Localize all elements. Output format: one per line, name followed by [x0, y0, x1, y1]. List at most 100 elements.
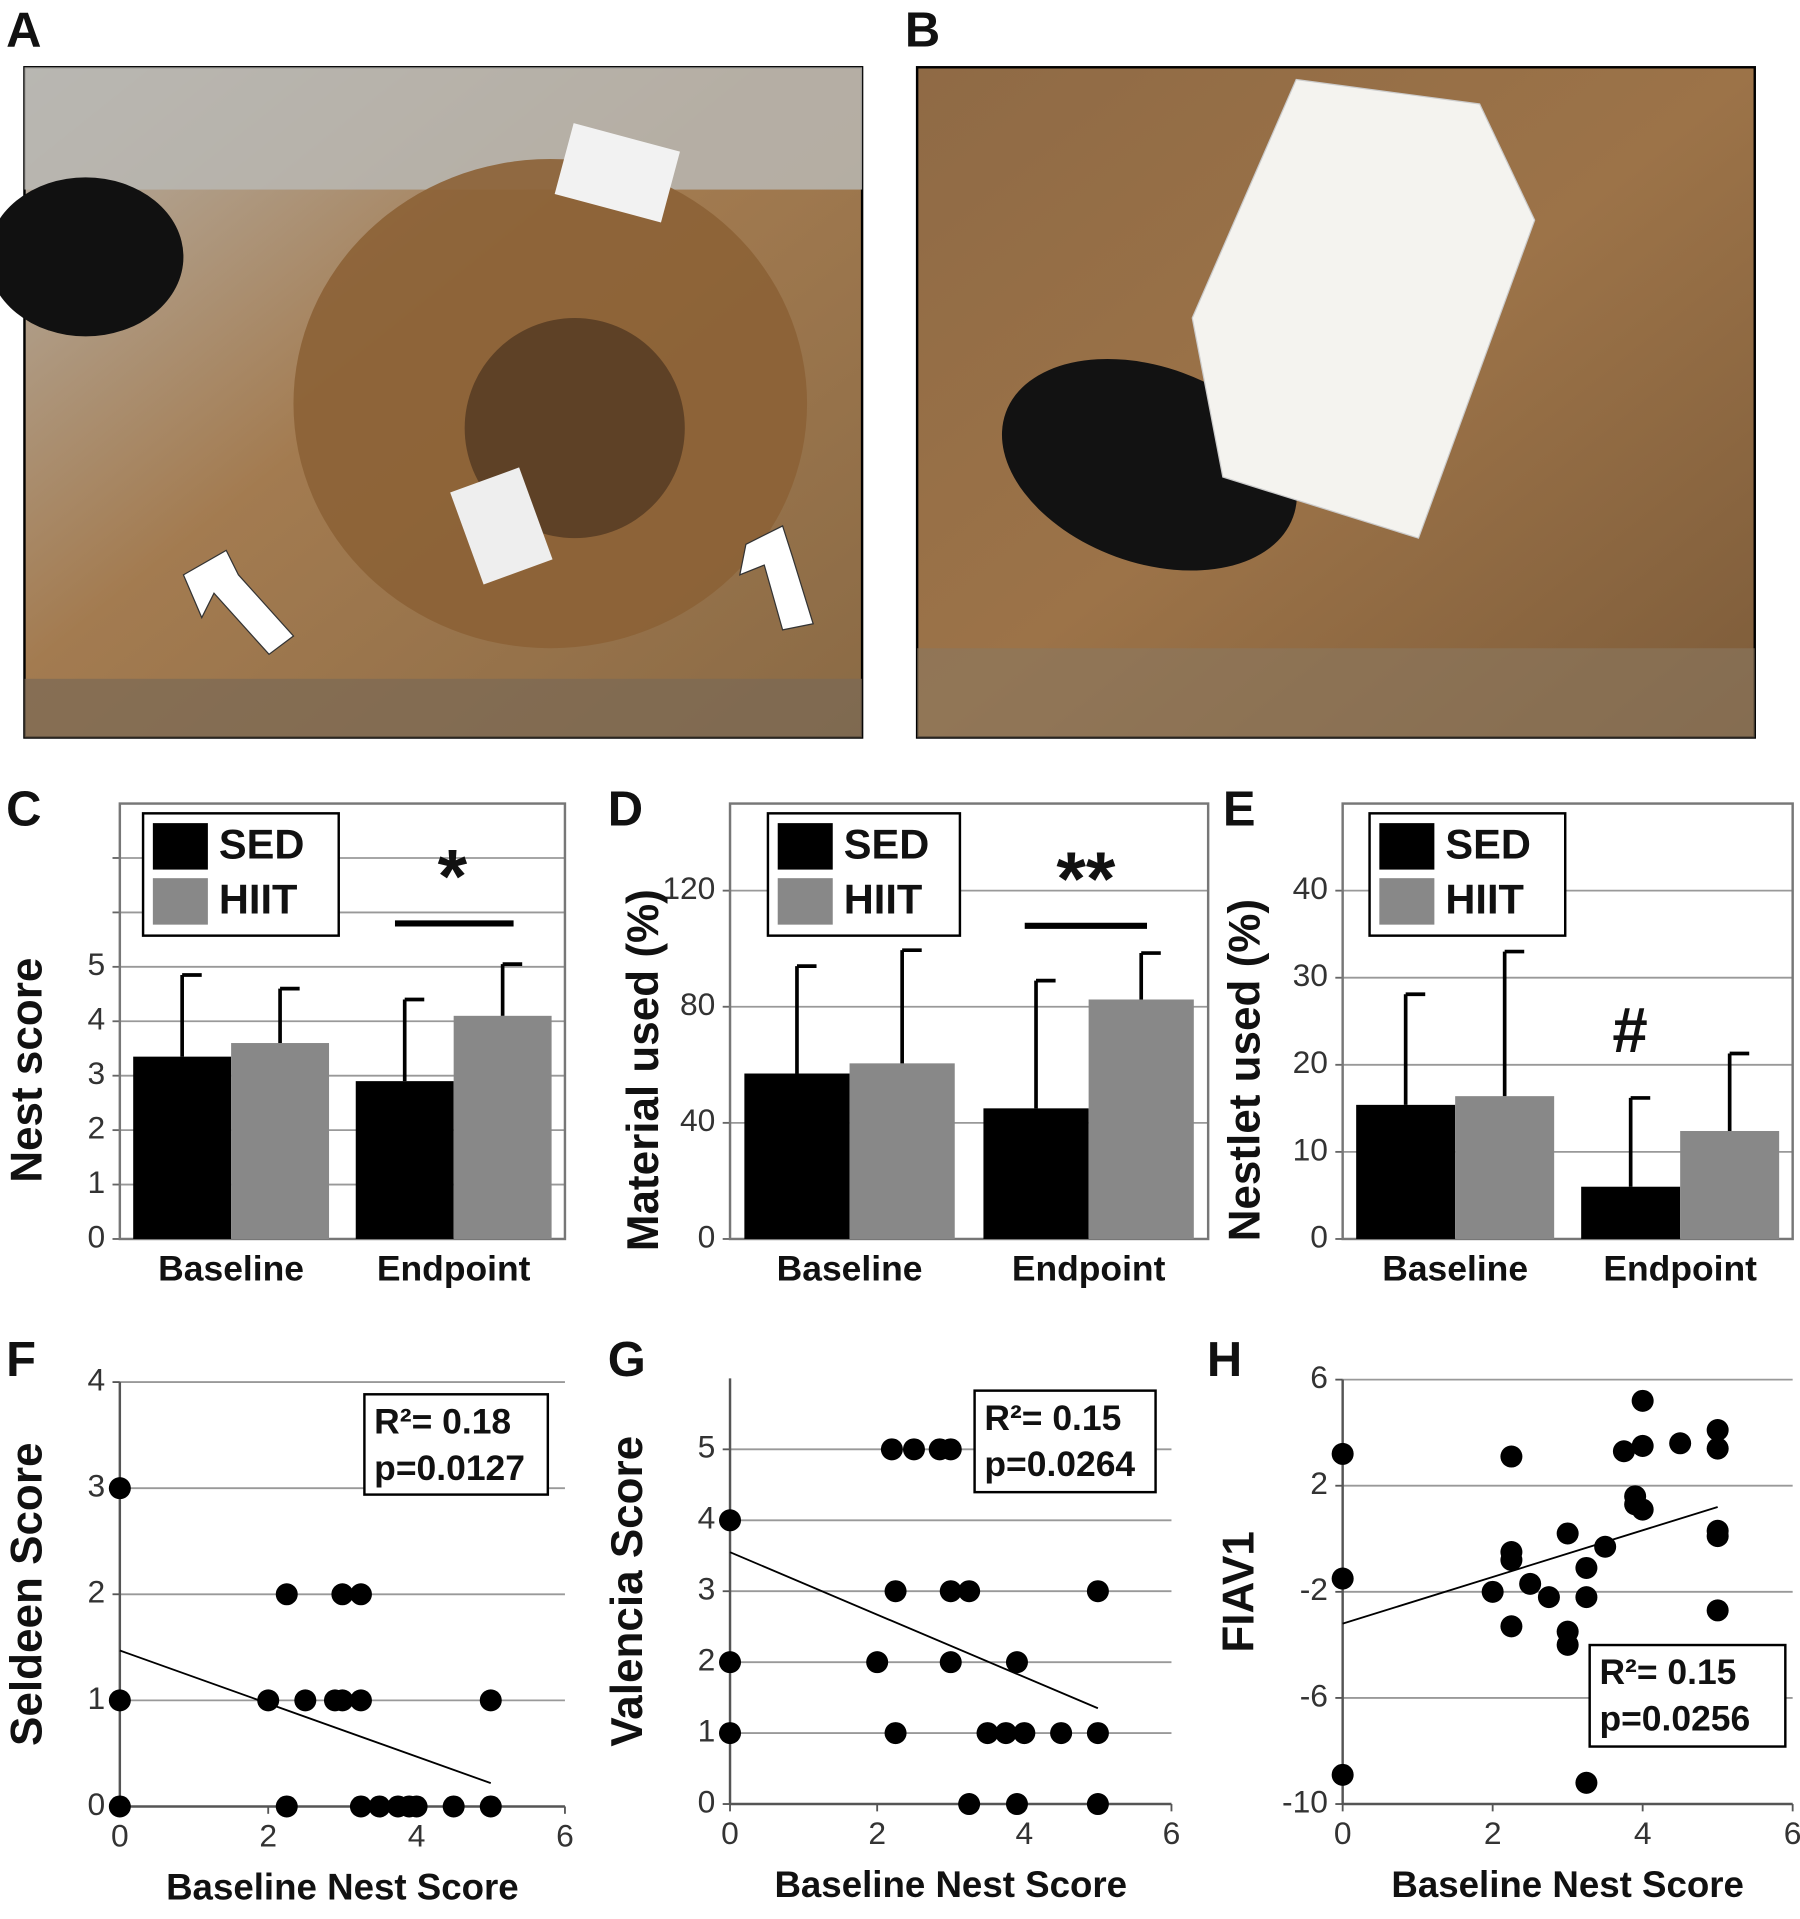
scatter-point [108, 1477, 131, 1500]
bar [1088, 999, 1194, 1239]
stat-box [1588, 1643, 1787, 1748]
scatter-point [1669, 1432, 1692, 1455]
scatter-point [349, 1583, 372, 1606]
y-tick-label: 3 [87, 1055, 105, 1091]
legend-swatch [152, 878, 208, 925]
x-axis-title: Baseline Nest Score [774, 1864, 1127, 1905]
scatter-point [349, 1689, 372, 1712]
scatter-point [1537, 1586, 1560, 1609]
scatter-point [1331, 1442, 1354, 1465]
panel-label: H [1207, 1333, 1242, 1387]
panel-label: B [905, 3, 940, 57]
scatter-point [884, 1580, 907, 1603]
scatter-point [939, 1438, 962, 1461]
panel-label: D [608, 783, 643, 837]
scatter-point [1005, 1651, 1028, 1674]
stat-text: p=0.0127 [374, 1448, 525, 1488]
x-tick-label: Endpoint [1603, 1249, 1757, 1289]
y-axis-title: Material used (%) [619, 889, 668, 1251]
scatter-point [719, 1651, 742, 1674]
scatter-point [1556, 1633, 1579, 1656]
panel-label: C [6, 783, 41, 837]
bar [453, 1015, 552, 1239]
x-tick-label: 0 [111, 1818, 129, 1854]
scatter-point [902, 1438, 925, 1461]
scatter-point [294, 1689, 317, 1712]
scatter-point [1706, 1437, 1729, 1460]
fit-line [729, 1551, 1099, 1710]
y-tick-label: 2 [698, 1642, 716, 1678]
stat-text: R²= 0.15 [1599, 1652, 1736, 1692]
scatter-point [958, 1580, 981, 1603]
x-tick-label: Endpoint [377, 1249, 531, 1289]
scatter-point [257, 1689, 280, 1712]
legend-label: SED [844, 821, 929, 868]
scatter-point [719, 1722, 742, 1745]
scatter-point [939, 1580, 962, 1603]
x-tick-label: 6 [1784, 1815, 1800, 1851]
panel-label: G [608, 1333, 646, 1387]
scatter-point [1050, 1722, 1073, 1745]
y-tick-label: 4 [87, 1361, 105, 1397]
scatter-point [884, 1722, 907, 1745]
y-tick-label: 4 [698, 1500, 716, 1536]
scatter-point [275, 1583, 298, 1606]
stat-text: R²= 0.18 [374, 1401, 511, 1441]
scatter-point [719, 1509, 742, 1532]
scatter-point [976, 1722, 999, 1745]
scatter-point [1500, 1445, 1523, 1468]
y-tick-label: 120 [662, 870, 715, 906]
scatter-point [1013, 1722, 1036, 1745]
plot-frame [118, 802, 567, 1241]
annotation: * [438, 835, 468, 920]
scatter-point [866, 1651, 889, 1674]
bar [983, 1108, 1089, 1239]
y-tick-label: 40 [1293, 870, 1328, 906]
x-tick-label: 2 [259, 1818, 277, 1854]
photo-a [0, 66, 864, 739]
x-tick-label: 0 [1334, 1815, 1352, 1851]
panel-label: E [1223, 783, 1256, 837]
x-axis-title: Baseline Nest Score [1391, 1864, 1744, 1905]
scatter-point [479, 1689, 502, 1712]
y-tick-label: 30 [1293, 957, 1328, 993]
scatter-point [1575, 1771, 1598, 1794]
bar [1455, 1096, 1555, 1239]
plot-frame [1341, 802, 1794, 1241]
scatter-point [331, 1583, 354, 1606]
bar [133, 1056, 232, 1239]
scatter-point [349, 1795, 372, 1818]
stat-text: p=0.0264 [984, 1444, 1135, 1484]
scatter-point [1594, 1535, 1617, 1558]
scatter-point [442, 1795, 465, 1818]
stat-text: p=0.0256 [1599, 1699, 1750, 1739]
scatter-point [1706, 1599, 1729, 1622]
scatter-point [939, 1651, 962, 1674]
panel-label: A [6, 3, 41, 57]
bar [1581, 1186, 1681, 1239]
scatter-point [1331, 1567, 1354, 1590]
y-tick-label: 1 [87, 1680, 105, 1716]
scatter-point [1631, 1389, 1654, 1412]
y-tick-label: 80 [680, 986, 715, 1022]
y-tick-label: -6 [1300, 1677, 1328, 1713]
legend-label: HIIT [1445, 876, 1524, 923]
x-tick-label: 4 [1015, 1815, 1033, 1851]
y-tick-label: 0 [698, 1218, 716, 1254]
y-tick-label: -2 [1300, 1571, 1328, 1607]
y-tick-label: 3 [698, 1571, 716, 1607]
panel-label: F [6, 1333, 36, 1387]
scatter-point [108, 1689, 131, 1712]
y-tick-label: 3 [87, 1468, 105, 1504]
scatter-point [1706, 1519, 1729, 1542]
y-tick-label: 6 [1310, 1359, 1328, 1395]
y-tick-label: 2 [87, 1110, 105, 1146]
x-tick-label: Baseline [158, 1249, 304, 1289]
legend-swatch [777, 878, 833, 925]
fit-line [119, 1649, 492, 1784]
scatter-point [1500, 1548, 1523, 1572]
scatter-point [958, 1793, 981, 1816]
scatter-point [1612, 1440, 1635, 1463]
scatter-point [1631, 1434, 1654, 1457]
